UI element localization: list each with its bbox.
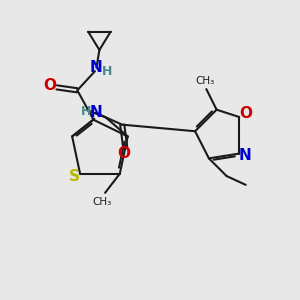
Text: CH₃: CH₃: [92, 197, 112, 207]
Text: N: N: [89, 105, 102, 120]
Text: CH₃: CH₃: [195, 76, 214, 86]
Text: H: H: [102, 65, 112, 78]
Text: S: S: [69, 169, 80, 184]
Text: O: O: [117, 146, 130, 161]
Text: O: O: [239, 106, 252, 121]
Text: N: N: [90, 60, 103, 75]
Text: O: O: [44, 78, 57, 93]
Text: N: N: [239, 148, 252, 163]
Text: H: H: [81, 105, 91, 118]
